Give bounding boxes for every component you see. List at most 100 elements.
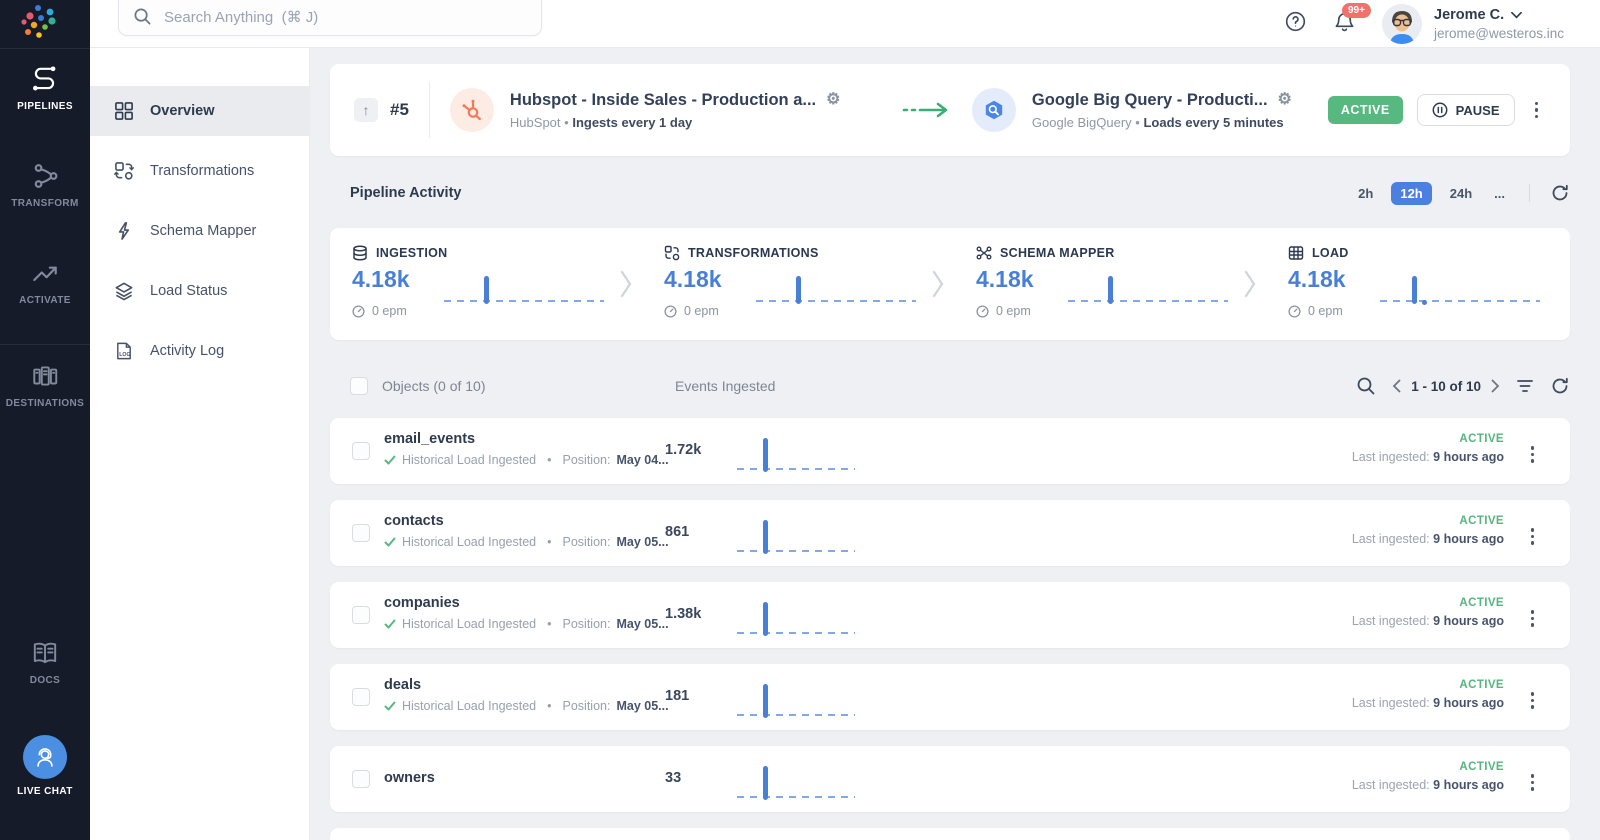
row-kebab-menu[interactable] [1525,606,1541,631]
object-row-owners[interactable]: owners 33 ACTIVE Last ingested: 9 hours … [330,746,1570,812]
load-note: Historical Load Ingested [402,617,537,631]
subnav-item-activity-log[interactable]: LOG Activity Log [90,326,309,376]
range-more[interactable]: ... [1494,185,1505,201]
pipeline-actions: ACTIVE PAUSE [1327,94,1545,126]
sort-arrow-icon[interactable]: ↑ [354,98,378,122]
user-menu[interactable]: Jerome C. jerome@westeros.inc [1434,6,1564,42]
range-24h[interactable]: 24h [1449,185,1473,201]
row-kebab-menu[interactable] [1525,770,1541,795]
subnav-item-load-status[interactable]: Load Status [90,266,309,316]
stage-rate: 0 epm [372,304,407,318]
activity-title: Pipeline Activity [350,185,462,201]
sidebar-item-transform[interactable]: TRANSFORM [0,161,90,209]
object-row-companies[interactable]: companies Historical Load Ingested • Pos… [330,582,1570,648]
pause-icon [1432,102,1448,118]
row-kebab-menu[interactable] [1525,524,1541,549]
load-status-icon [115,282,133,301]
row-kebab-menu[interactable] [1525,442,1541,467]
object-row-contacts[interactable]: contacts Historical Load Ingested • Posi… [330,500,1570,566]
row-checkbox[interactable] [352,442,370,460]
last-ingested-label: Last ingested: [1351,532,1430,547]
sidebar-item-destinations[interactable]: DESTINATIONS [0,361,90,409]
docs-icon [33,642,57,664]
range-2h[interactable]: 2h [1358,185,1374,201]
row-checkbox[interactable] [352,770,370,788]
page-next-icon[interactable] [1491,379,1500,393]
position-label: Position: [562,617,611,631]
schema-mapper-sparkline [1068,272,1228,304]
subnav-item-overview[interactable]: Overview [90,86,309,136]
avatar[interactable] [1382,4,1422,44]
object-row-deals[interactable]: deals Historical Load Ingested • Positio… [330,664,1570,730]
sidebar-item-live-chat[interactable]: LIVE CHAT [0,735,90,797]
pipeline-kebab-menu[interactable] [1529,98,1545,123]
position-label: Position: [562,453,611,467]
subnav-item-schema-mapper[interactable]: Schema Mapper [90,206,309,256]
subnav-label: Load Status [150,283,228,299]
divider [428,82,430,138]
object-row-partial[interactable] [330,828,1570,840]
live-chat-button[interactable] [23,735,67,779]
notifications-button[interactable]: 99+ [1333,3,1371,38]
subnav-item-transformations[interactable]: Transformations [90,146,309,196]
last-ingested-value: 9 hours ago [1433,778,1504,793]
pagination: 1 - 10 of 10 [1392,379,1500,394]
check-icon [384,536,396,548]
stage-rate: 0 epm [684,304,719,318]
row-sparkline [737,598,855,636]
sidebar-label: TRANSFORM [11,198,79,209]
destination-schedule: Loads every 5 minutes [1143,114,1284,130]
help-button[interactable] [1284,10,1307,38]
destination-node[interactable]: Google Big Query - Producti... ⚙ Google … [971,88,1328,132]
load-sparkline [1380,272,1540,305]
status-badge: ACTIVE [1327,96,1403,124]
sidebar-item-pipelines[interactable]: PIPELINES [0,64,90,112]
subnav-label: Schema Mapper [150,223,257,239]
sidebar-label: ACTIVATE [19,295,71,306]
main-content: ↑ #5 Hubspot - Inside Sales - Production… [310,48,1600,840]
headset-agent-icon [37,748,53,767]
load-table-icon [1288,246,1304,260]
source-settings-gear-icon[interactable]: ⚙ [826,91,841,108]
row-kebab-menu[interactable] [1525,688,1541,713]
primary-sidebar: PIPELINES TRANSFORM ACTIVATE [0,0,90,840]
dot-separator: • [547,699,552,713]
brand-logo[interactable] [0,0,90,48]
pause-button[interactable]: PAUSE [1416,94,1515,126]
object-name: deals [384,677,422,693]
table-search-icon[interactable] [1356,376,1376,396]
page-prev-icon[interactable] [1392,379,1401,393]
table-refresh-icon[interactable] [1550,376,1570,396]
range-12h-selected[interactable]: 12h [1391,181,1432,205]
sidebar-item-docs[interactable]: DOCS [0,638,90,686]
row-checkbox[interactable] [352,688,370,706]
sidebar-item-activate[interactable]: ACTIVATE [0,258,90,306]
destination-settings-gear-icon[interactable]: ⚙ [1277,91,1292,108]
object-name: contacts [384,513,444,529]
activate-icon [33,266,57,282]
transformations-sparkline [756,272,916,304]
user-name: Jerome C. [1434,6,1505,23]
refresh-icon[interactable] [1550,183,1570,203]
bigquery-icon [971,88,1016,132]
dot-separator: • [547,535,552,549]
object-row-email-events[interactable]: email_events Historical Load Ingested • … [330,418,1570,484]
select-all-checkbox[interactable] [350,377,368,395]
position-label: Position: [562,699,611,713]
row-checkbox[interactable] [352,606,370,624]
position-value: May 05... [616,535,669,549]
row-checkbox[interactable] [352,524,370,542]
sidebar-label: LIVE CHAT [17,786,73,797]
check-icon [384,700,396,712]
position-value: May 04... [616,453,669,467]
hevo-dots-logo [21,5,56,38]
search-input[interactable] [164,9,504,26]
filter-icon[interactable] [1516,378,1534,394]
global-search[interactable] [118,0,542,36]
user-email: jerome@westeros.inc [1434,25,1564,41]
source-node[interactable]: Hubspot - Inside Sales - Production a...… [449,88,902,132]
ingestion-database-icon [353,245,367,261]
last-ingested-value: 9 hours ago [1433,614,1504,629]
stage-schema-mapper: SCHEMA MAPPER 4.18k 0 epm [976,228,1246,340]
